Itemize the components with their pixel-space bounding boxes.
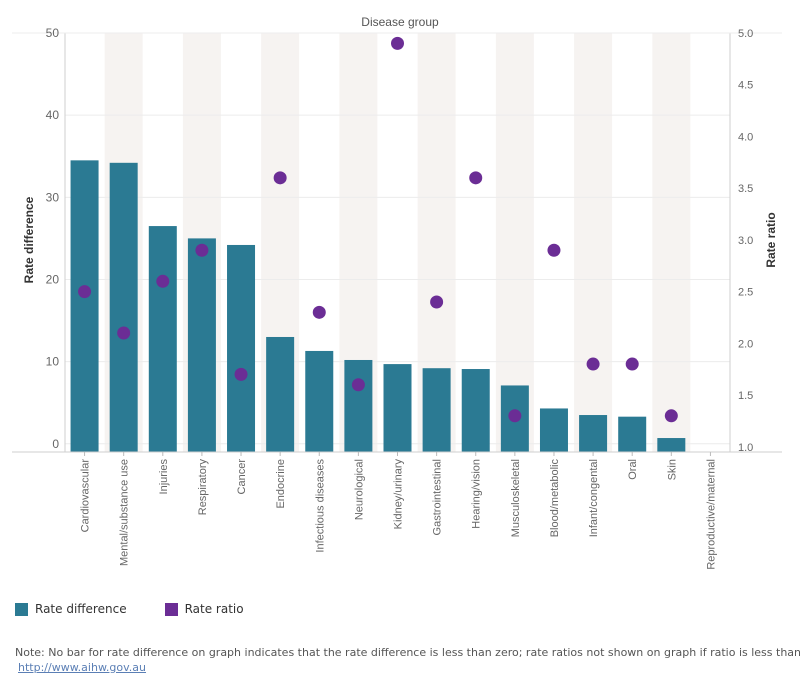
legend-item-rate-difference[interactable]: Rate difference	[15, 602, 127, 616]
bar	[461, 369, 490, 452]
x-tick-label: Gastrointestinal	[432, 459, 444, 535]
footnote: Note: No bar for rate difference on grap…	[15, 646, 800, 659]
category-band	[652, 33, 691, 452]
bar	[187, 238, 216, 452]
x-tick-label: Musculoskeletal	[510, 459, 522, 537]
right-tick-label: 2.0	[738, 338, 753, 350]
rate-ratio-dot	[195, 243, 209, 257]
rate-ratio-dot	[117, 326, 131, 340]
right-tick-label: 1.0	[738, 442, 753, 454]
left-tick-label: 30	[46, 190, 60, 204]
left-tick-label: 40	[46, 108, 60, 122]
right-tick-label: 3.5	[738, 183, 753, 195]
rate-ratio-dot	[351, 378, 365, 392]
chart-title: Disease group	[361, 15, 439, 29]
bar	[383, 364, 412, 452]
source-link[interactable]: http://www.aihw.gov.au	[18, 661, 147, 674]
bar	[227, 244, 256, 452]
rate-ratio-dot	[625, 357, 639, 371]
right-tick-label: 2.5	[738, 287, 753, 299]
legend-item-rate-ratio[interactable]: Rate ratio	[164, 602, 244, 616]
legend-label: Rate difference	[35, 602, 127, 616]
rate-ratio-dot	[664, 409, 678, 423]
rate-ratio-dot	[547, 243, 561, 257]
category-band	[495, 33, 534, 452]
bar	[305, 350, 334, 452]
bar	[266, 336, 295, 452]
rate-ratio-dot	[312, 305, 326, 319]
right-axis-title: Rate ratio	[764, 212, 778, 267]
bar-series	[70, 160, 686, 452]
bar	[422, 368, 451, 452]
rate-ratio-dot	[391, 36, 404, 50]
bar	[579, 415, 608, 452]
right-tick-label: 4.0	[738, 131, 753, 143]
right-tick-label: 4.5	[738, 80, 753, 92]
right-axis-ticks: 1.0 1.5 2.0 2.5 3.0 3.5 4.0 4.5 5.0	[738, 28, 753, 454]
rate-ratio-dot	[78, 285, 92, 299]
rate-ratio-dot	[234, 367, 248, 381]
bar	[148, 226, 177, 452]
x-tick-label: Infant/congental	[588, 459, 600, 537]
x-tick-label: Endocrine	[275, 459, 287, 509]
dot-series	[78, 36, 678, 423]
bar	[618, 416, 647, 452]
x-tick-label: Hearing/vision	[471, 459, 483, 529]
x-tick-label: Neurological	[353, 459, 365, 520]
left-tick-label: 20	[46, 272, 60, 286]
left-axis-ticks: 0 10 20 30 40 50	[46, 26, 60, 451]
left-tick-label: 0	[52, 437, 59, 451]
rate-ratio-dot	[586, 357, 600, 371]
x-tick-label: Kidney/urinary	[393, 459, 405, 530]
rate-ratio-dot	[508, 409, 522, 423]
chart: Disease group 0 10 20 30 40 50 1.0 1.5 2.0 2.5 3.…	[12, 15, 782, 570]
x-tick-label: Blood/metabolic	[549, 459, 561, 538]
right-tick-label: 1.5	[738, 390, 753, 402]
legend-swatch-rate-ratio	[164, 602, 178, 616]
bar	[539, 408, 568, 452]
bar	[109, 162, 138, 452]
category-band	[574, 33, 613, 452]
rate-ratio-dot	[430, 295, 444, 309]
left-axis-title: Rate difference	[22, 196, 36, 283]
right-tick-label: 5.0	[738, 28, 753, 40]
x-tick-label: Mental/substance use	[119, 459, 131, 566]
rate-ratio-dot	[273, 171, 287, 185]
left-tick-label: 10	[46, 355, 60, 369]
x-tick-label: Cardiovascular	[80, 459, 92, 533]
legend-swatch-rate-difference	[15, 602, 28, 616]
rate-ratio-dot	[156, 274, 170, 288]
left-tick-label: 50	[46, 26, 60, 40]
x-tick-label: Respiratory	[197, 459, 209, 516]
x-axis-ticks: Cardiovascular Mental/substance use Injuri…	[80, 452, 717, 570]
bar	[657, 438, 686, 452]
rate-ratio-dot	[469, 171, 483, 185]
x-tick-label: Cancer	[236, 459, 248, 495]
x-tick-label: Oral	[627, 459, 639, 480]
legend-label: Rate ratio	[184, 602, 244, 616]
x-tick-label: Skin	[666, 459, 678, 480]
bar	[70, 160, 99, 452]
x-tick-label: Injuries	[158, 459, 170, 495]
legend: Rate difference Rate ratio	[15, 602, 282, 616]
right-tick-label: 3.0	[738, 235, 753, 247]
x-tick-label: Reproductive/maternal	[705, 459, 717, 570]
x-tick-label: Infectious diseases	[314, 459, 326, 553]
bar	[344, 359, 373, 452]
